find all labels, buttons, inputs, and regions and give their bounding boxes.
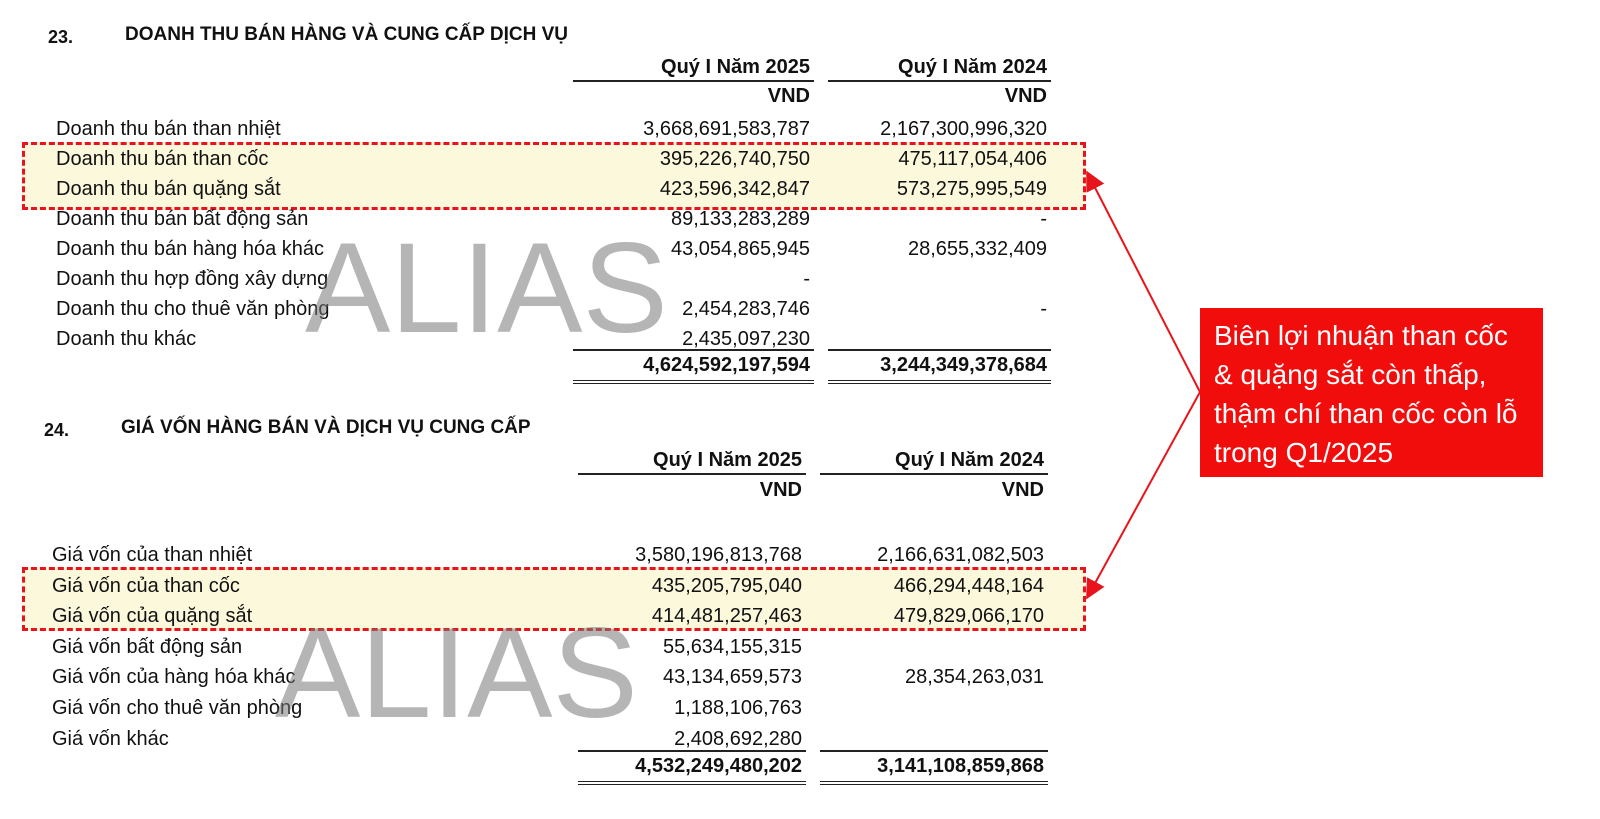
column-header: Quý I Năm 2024 bbox=[898, 56, 1047, 78]
total-rule bbox=[573, 349, 814, 351]
row-value: - bbox=[1040, 208, 1047, 230]
row-value: 55,634,155,315 bbox=[662, 635, 802, 658]
row-label: Giá vốn của than nhiệt bbox=[52, 544, 253, 566]
row-label: Doanh thu hợp đồng xây dựng bbox=[56, 268, 329, 290]
unit-label: VND bbox=[1001, 479, 1044, 501]
header-rule bbox=[828, 80, 1051, 82]
row-value: 28,655,332,409 bbox=[907, 238, 1047, 260]
header-rule bbox=[573, 80, 814, 82]
unit-label: VND bbox=[767, 85, 810, 107]
row-value: 466,294,448,164 bbox=[893, 574, 1044, 597]
row-value: 89,133,283,289 bbox=[670, 208, 810, 230]
double-rule bbox=[820, 781, 1048, 785]
unit-label: VND bbox=[759, 479, 802, 501]
row-label: Doanh thu cho thuê văn phòng bbox=[56, 298, 330, 320]
row-value: 479,829,066,170 bbox=[893, 605, 1044, 628]
total-value: 4,532,249,480,202 bbox=[635, 755, 802, 777]
row-value: 28,354,263,031 bbox=[904, 666, 1044, 689]
watermark: ALIAS bbox=[275, 602, 638, 745]
highlight-box bbox=[22, 567, 1086, 631]
row-value: 423,596,342,847 bbox=[659, 178, 810, 200]
row-value: 414,481,257,463 bbox=[651, 605, 802, 628]
section-title: GIÁ VỐN HÀNG BÁN VÀ DỊCH VỤ CUNG CẤP bbox=[121, 417, 531, 438]
row-value: 395,226,740,750 bbox=[659, 148, 810, 170]
column-header: Quý I Năm 2025 bbox=[653, 449, 802, 471]
row-label: Doanh thu bán than nhiệt bbox=[56, 118, 281, 140]
row-value: - bbox=[1040, 298, 1047, 320]
row-label: Giá vốn khác bbox=[52, 727, 169, 750]
arrow bbox=[1086, 170, 1201, 393]
row-value: 3,580,196,813,768 bbox=[635, 544, 802, 566]
callout: Biên lợi nhuận than cốc & quặng sắt còn … bbox=[1200, 308, 1543, 477]
row-value: 2,408,692,280 bbox=[674, 727, 802, 750]
row-value: 2,454,283,746 bbox=[682, 298, 810, 320]
row-value: 475,117,054,406 bbox=[898, 148, 1047, 170]
total-value: 3,141,108,859,868 bbox=[877, 755, 1044, 777]
section-number: 23. bbox=[48, 27, 74, 47]
row-label: Doanh thu bán quặng sắt bbox=[56, 178, 281, 200]
row-label: Doanh thu bán bất động sản bbox=[56, 208, 309, 230]
row-value: 3,668,691,583,787 bbox=[643, 118, 810, 140]
row-value: 435,205,795,040 bbox=[651, 574, 802, 597]
highlight-box bbox=[22, 142, 1086, 210]
row-label: Doanh thu bán hàng hóa khác bbox=[56, 238, 324, 260]
row-label: Giá vốn cho thuê văn phòng bbox=[52, 697, 303, 719]
row-value: 573,275,995,549 bbox=[896, 178, 1047, 200]
total-rule bbox=[578, 750, 806, 752]
row-value: 1,188,106,763 bbox=[674, 697, 802, 719]
row-value: 43,134,659,573 bbox=[662, 666, 802, 689]
arrow bbox=[1086, 391, 1201, 600]
row-value: 2,167,300,996,320 bbox=[880, 118, 1047, 140]
column-header: Quý I Năm 2024 bbox=[895, 449, 1044, 471]
row-value: 2,166,631,082,503 bbox=[877, 544, 1044, 566]
header-rule bbox=[578, 473, 806, 475]
total-rule bbox=[828, 349, 1051, 351]
section-number: 24. bbox=[44, 420, 70, 440]
header-rule bbox=[820, 473, 1048, 475]
row-label: Giá vốn bất động sản bbox=[52, 635, 243, 658]
total-rule bbox=[820, 750, 1048, 752]
total-value: 3,244,349,378,684 bbox=[880, 354, 1047, 376]
double-rule bbox=[578, 781, 806, 785]
row-value: 43,054,865,945 bbox=[670, 238, 810, 260]
row-label: Doanh thu bán than cốc bbox=[56, 148, 269, 170]
double-rule bbox=[573, 380, 814, 384]
section-title: DOANH THU BÁN HÀNG VÀ CUNG CẤP DỊCH VỤ bbox=[125, 24, 568, 45]
unit-label: VND bbox=[1004, 85, 1047, 107]
row-value: - bbox=[803, 268, 810, 290]
row-value: 2,435,097,230 bbox=[682, 328, 810, 350]
row-label: Giá vốn của quặng sắt bbox=[52, 605, 253, 628]
double-rule bbox=[828, 380, 1051, 384]
column-header: Quý I Năm 2025 bbox=[661, 56, 810, 78]
row-label: Giá vốn của than cốc bbox=[52, 574, 240, 597]
row-label: Giá vốn của hàng hóa khác bbox=[52, 666, 296, 689]
total-value: 4,624,592,197,594 bbox=[643, 354, 810, 376]
watermark: ALIAS bbox=[305, 217, 668, 360]
row-label: Doanh thu khác bbox=[56, 328, 197, 350]
